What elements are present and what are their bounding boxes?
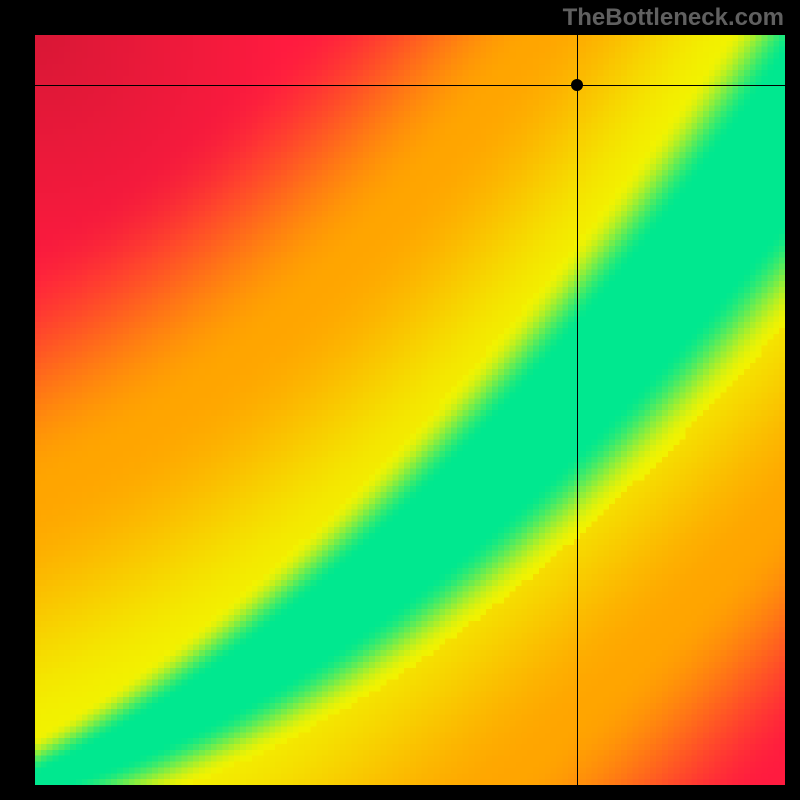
crosshair-horizontal	[35, 85, 785, 86]
crosshair-vertical	[577, 35, 578, 785]
watermark-text: TheBottleneck.com	[563, 4, 784, 32]
chart-container: TheBottleneck.com	[0, 0, 800, 800]
intersection-marker	[571, 79, 583, 91]
bottleneck-heatmap	[35, 35, 785, 785]
